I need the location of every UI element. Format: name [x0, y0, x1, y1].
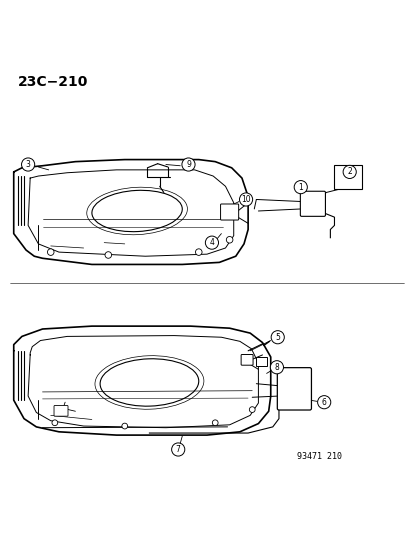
Circle shape: [239, 193, 252, 206]
Text: 4: 4: [209, 238, 214, 247]
Text: 3: 3: [26, 160, 31, 169]
FancyBboxPatch shape: [54, 406, 68, 416]
Circle shape: [317, 395, 330, 409]
FancyBboxPatch shape: [255, 358, 266, 366]
Text: 10: 10: [241, 195, 250, 204]
Circle shape: [21, 158, 35, 171]
Text: 23C−210: 23C−210: [18, 75, 88, 90]
FancyBboxPatch shape: [333, 165, 361, 189]
Circle shape: [294, 181, 306, 193]
FancyBboxPatch shape: [277, 368, 311, 410]
Circle shape: [270, 361, 283, 374]
Circle shape: [52, 420, 57, 426]
Text: 6: 6: [321, 398, 326, 407]
Circle shape: [171, 443, 184, 456]
Circle shape: [121, 423, 127, 429]
Circle shape: [195, 249, 202, 255]
Text: 5: 5: [275, 333, 280, 342]
Text: 2: 2: [347, 167, 351, 176]
Circle shape: [226, 237, 233, 243]
Circle shape: [212, 420, 218, 426]
Text: 7: 7: [176, 445, 180, 454]
Text: 1: 1: [298, 183, 302, 192]
Text: 8: 8: [274, 363, 279, 372]
FancyBboxPatch shape: [220, 204, 238, 220]
Circle shape: [105, 252, 112, 259]
Text: 93471 210: 93471 210: [297, 451, 342, 461]
Circle shape: [181, 158, 195, 171]
FancyBboxPatch shape: [299, 191, 325, 216]
Circle shape: [342, 165, 356, 179]
Text: 9: 9: [185, 160, 190, 169]
Circle shape: [205, 236, 218, 249]
FancyBboxPatch shape: [240, 354, 252, 365]
Circle shape: [271, 330, 284, 344]
Circle shape: [249, 407, 254, 413]
Circle shape: [47, 249, 54, 255]
